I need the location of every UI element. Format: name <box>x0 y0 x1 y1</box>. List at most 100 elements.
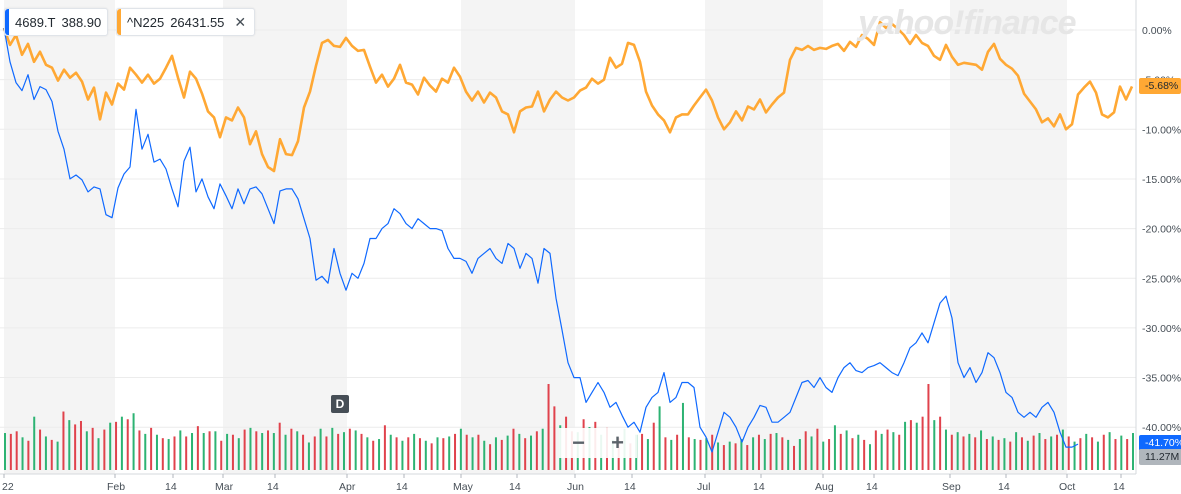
volume-bar <box>553 406 556 470</box>
volume-bar <box>927 384 930 470</box>
volume-bar <box>652 422 655 470</box>
volume-bar <box>21 437 24 470</box>
volume-bar <box>436 437 439 470</box>
month-band <box>223 0 347 474</box>
volume-bar <box>1056 434 1059 470</box>
volume-bar <box>1003 438 1006 470</box>
x-axis: 22 Feb 14 Mar 14 Apr 14 May 14 Jun 14 Jul 14 Aug 14 Sep… <box>0 473 1136 493</box>
volume-bar <box>798 439 801 470</box>
volume-bar <box>676 434 679 470</box>
volume-bar <box>1132 433 1134 470</box>
ticker-last-value-tag: -41.70% <box>1139 435 1181 451</box>
volume-bar <box>535 431 538 470</box>
y-tick-label: -10.00% <box>1142 124 1181 136</box>
volume-bar <box>722 445 725 470</box>
legend-ticker-value: 388.90 <box>61 14 102 30</box>
volume-bar <box>348 428 351 470</box>
volume-bar <box>980 430 983 470</box>
volume-bar <box>214 431 217 470</box>
volume-bar <box>50 439 53 470</box>
x-tick-label: Jun <box>567 481 584 493</box>
volume-bar <box>319 428 322 470</box>
volume-bar <box>85 431 88 470</box>
volume-bar <box>430 443 433 470</box>
volume-bar <box>1038 433 1041 470</box>
volume-bar <box>933 420 936 470</box>
zoom-out-button[interactable]: − <box>572 430 585 455</box>
dividend-marker[interactable]: D <box>331 395 349 413</box>
volume-bar <box>851 438 854 470</box>
volume-bar <box>109 422 112 470</box>
volume-bar <box>1050 436 1053 470</box>
legend-index[interactable]: ^N225 26431.55 ✕ <box>116 8 256 36</box>
volume-bar <box>1032 435 1035 470</box>
volume-bar <box>1020 437 1023 470</box>
volume-bar <box>547 384 550 470</box>
volume-bar <box>886 429 889 470</box>
ticker-color-swatch <box>5 9 9 35</box>
legend-index-value: 26431.55 <box>170 14 225 30</box>
volume-bar <box>664 437 667 470</box>
volume-bar <box>302 434 305 470</box>
volume-bar <box>793 445 796 470</box>
volume-bar <box>974 437 977 470</box>
index-color-swatch <box>117 9 121 35</box>
x-tick-label: Sep <box>942 481 961 493</box>
volume-bar <box>483 440 486 470</box>
volume-bar <box>208 431 211 470</box>
zoom-controls: − + <box>559 428 637 458</box>
volume-bar <box>740 439 743 470</box>
volume-bar <box>1108 432 1111 470</box>
volume-bar <box>62 411 65 470</box>
volume-bar <box>1102 434 1105 470</box>
volume-bar <box>91 427 94 470</box>
volume-bar <box>278 422 281 470</box>
volume-bar <box>950 434 953 470</box>
volume-bar <box>243 429 246 470</box>
volume-bar <box>693 439 696 470</box>
volume-bar <box>857 434 860 470</box>
index-last-value-tag: -5.68% <box>1139 78 1181 94</box>
volume-bar <box>530 435 533 470</box>
legend-ticker[interactable]: 4689.T 388.90 <box>4 8 109 36</box>
volume-bar <box>284 434 287 470</box>
volume-bar <box>144 433 147 470</box>
x-tick-label: Oct <box>1059 481 1075 493</box>
volume-bar <box>1044 439 1047 470</box>
x-tick-label: 14 <box>624 481 636 493</box>
volume-bar <box>313 436 316 470</box>
gridlines <box>0 29 1136 428</box>
volume-bar <box>383 425 386 470</box>
volume-bar <box>56 441 59 470</box>
month-band <box>950 0 1067 474</box>
x-tick-label: Jul <box>697 481 710 493</box>
volume-bar <box>956 432 959 470</box>
volume-bar <box>828 439 831 470</box>
volume-bar <box>249 427 252 470</box>
remove-comparison-close-icon[interactable]: ✕ <box>234 13 247 30</box>
volume-bar <box>752 437 755 470</box>
x-tick-label: 14 <box>866 481 878 493</box>
volume-bar <box>512 428 515 470</box>
x-tick-label: 14 <box>753 481 765 493</box>
volume-bar <box>337 433 340 470</box>
volume-bar <box>155 434 158 470</box>
x-tick-label: 14 <box>509 481 521 493</box>
volume-bar <box>272 433 275 470</box>
volume-bar <box>267 430 270 470</box>
month-band <box>705 0 823 474</box>
legend-ticker-symbol: 4689.T <box>15 14 56 30</box>
volume-bar <box>500 439 503 470</box>
volume-bar <box>424 440 427 470</box>
month-band <box>4 0 115 474</box>
volume-bar <box>401 440 404 470</box>
volume-bar <box>231 434 234 470</box>
volume-bar <box>138 430 141 470</box>
volume-bar <box>518 433 521 470</box>
zoom-in-button[interactable]: + <box>611 430 624 455</box>
volume-bar <box>868 444 871 470</box>
volume-bar <box>991 436 994 470</box>
volume-bar <box>1085 433 1088 470</box>
volume-bar <box>120 416 123 470</box>
